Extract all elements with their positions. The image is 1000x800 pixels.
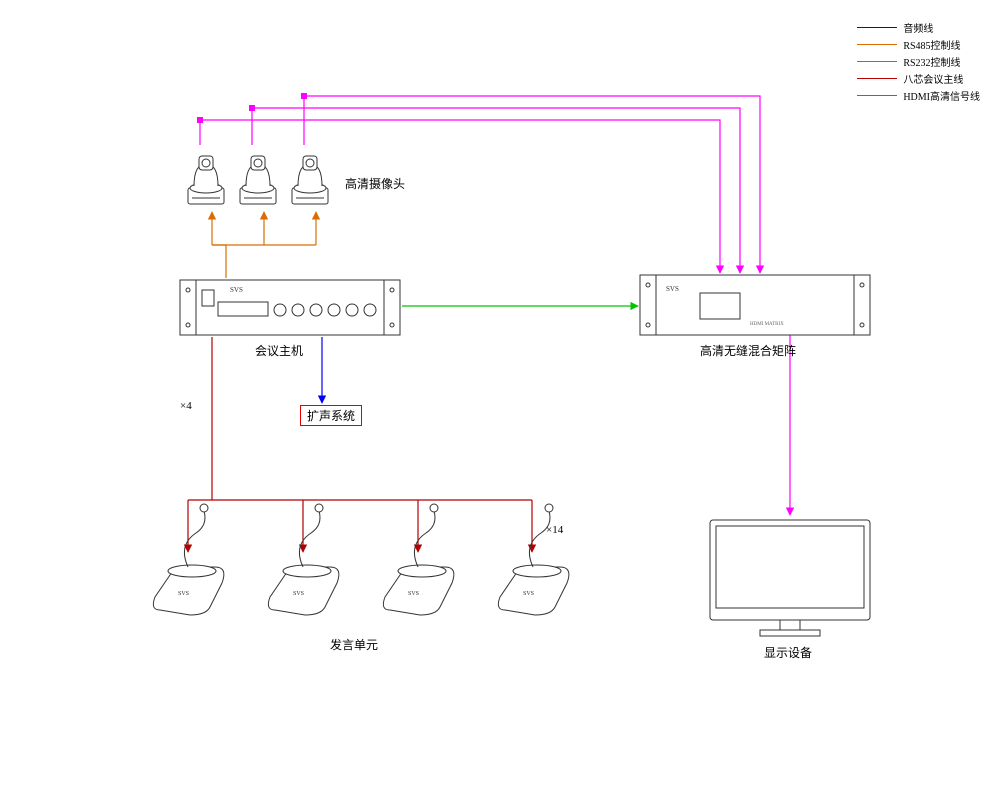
bus8-lines [188, 337, 532, 552]
x4-label: ×4 [180, 400, 192, 412]
rs485-lines [212, 212, 316, 278]
legend-item: HDMI高清信号线 [857, 88, 980, 103]
mic-label: 发言单元 [330, 636, 378, 653]
legend-swatch [857, 27, 897, 28]
legend-swatch [857, 61, 897, 62]
legend-label: HDMI高清信号线 [903, 88, 980, 103]
display-label: 显示设备 [764, 644, 812, 661]
legend-label: RS232控制线 [903, 54, 960, 69]
svg-text:SVS: SVS [178, 591, 189, 597]
brand-text: SVS [230, 286, 243, 294]
host-icon: SVS [180, 280, 400, 335]
svg-text:SVS: SVS [293, 591, 304, 597]
legend-swatch [857, 95, 897, 96]
svg-text:SVS: SVS [523, 591, 534, 597]
legend: 音频线 RS485控制线 RS232控制线 八芯会议主线 HDMI高清信号线 [857, 20, 980, 105]
legend-label: RS485控制线 [903, 37, 960, 52]
cameras-label: 高清摄像头 [345, 175, 405, 192]
diagram-canvas: SVS SVS HDMI MATRIX SVS SVS [0, 0, 1000, 800]
matrix-label: 高清无缝混合矩阵 [700, 342, 796, 359]
legend-item: 音频线 [857, 20, 980, 35]
matrix-icon: SVS HDMI MATRIX [640, 275, 870, 335]
display-icon [710, 520, 870, 636]
brand-text: SVS [666, 285, 679, 293]
host-label: 会议主机 [255, 342, 303, 359]
mic-icons: SVS SVS SVS SVS [153, 504, 569, 615]
legend-item: RS232控制线 [857, 54, 980, 69]
svg-text:HDMI MATRIX: HDMI MATRIX [750, 322, 784, 327]
x14-label: ×14 [546, 524, 563, 536]
legend-swatch [857, 44, 897, 45]
legend-item: RS485控制线 [857, 37, 980, 52]
svg-text:SVS: SVS [408, 591, 419, 597]
camera-icon [188, 156, 328, 204]
legend-label: 八芯会议主线 [903, 71, 963, 86]
legend-label: 音频线 [903, 20, 933, 35]
pa-system-box: 扩声系统 [300, 405, 362, 426]
legend-swatch [857, 78, 897, 79]
legend-item: 八芯会议主线 [857, 71, 980, 86]
